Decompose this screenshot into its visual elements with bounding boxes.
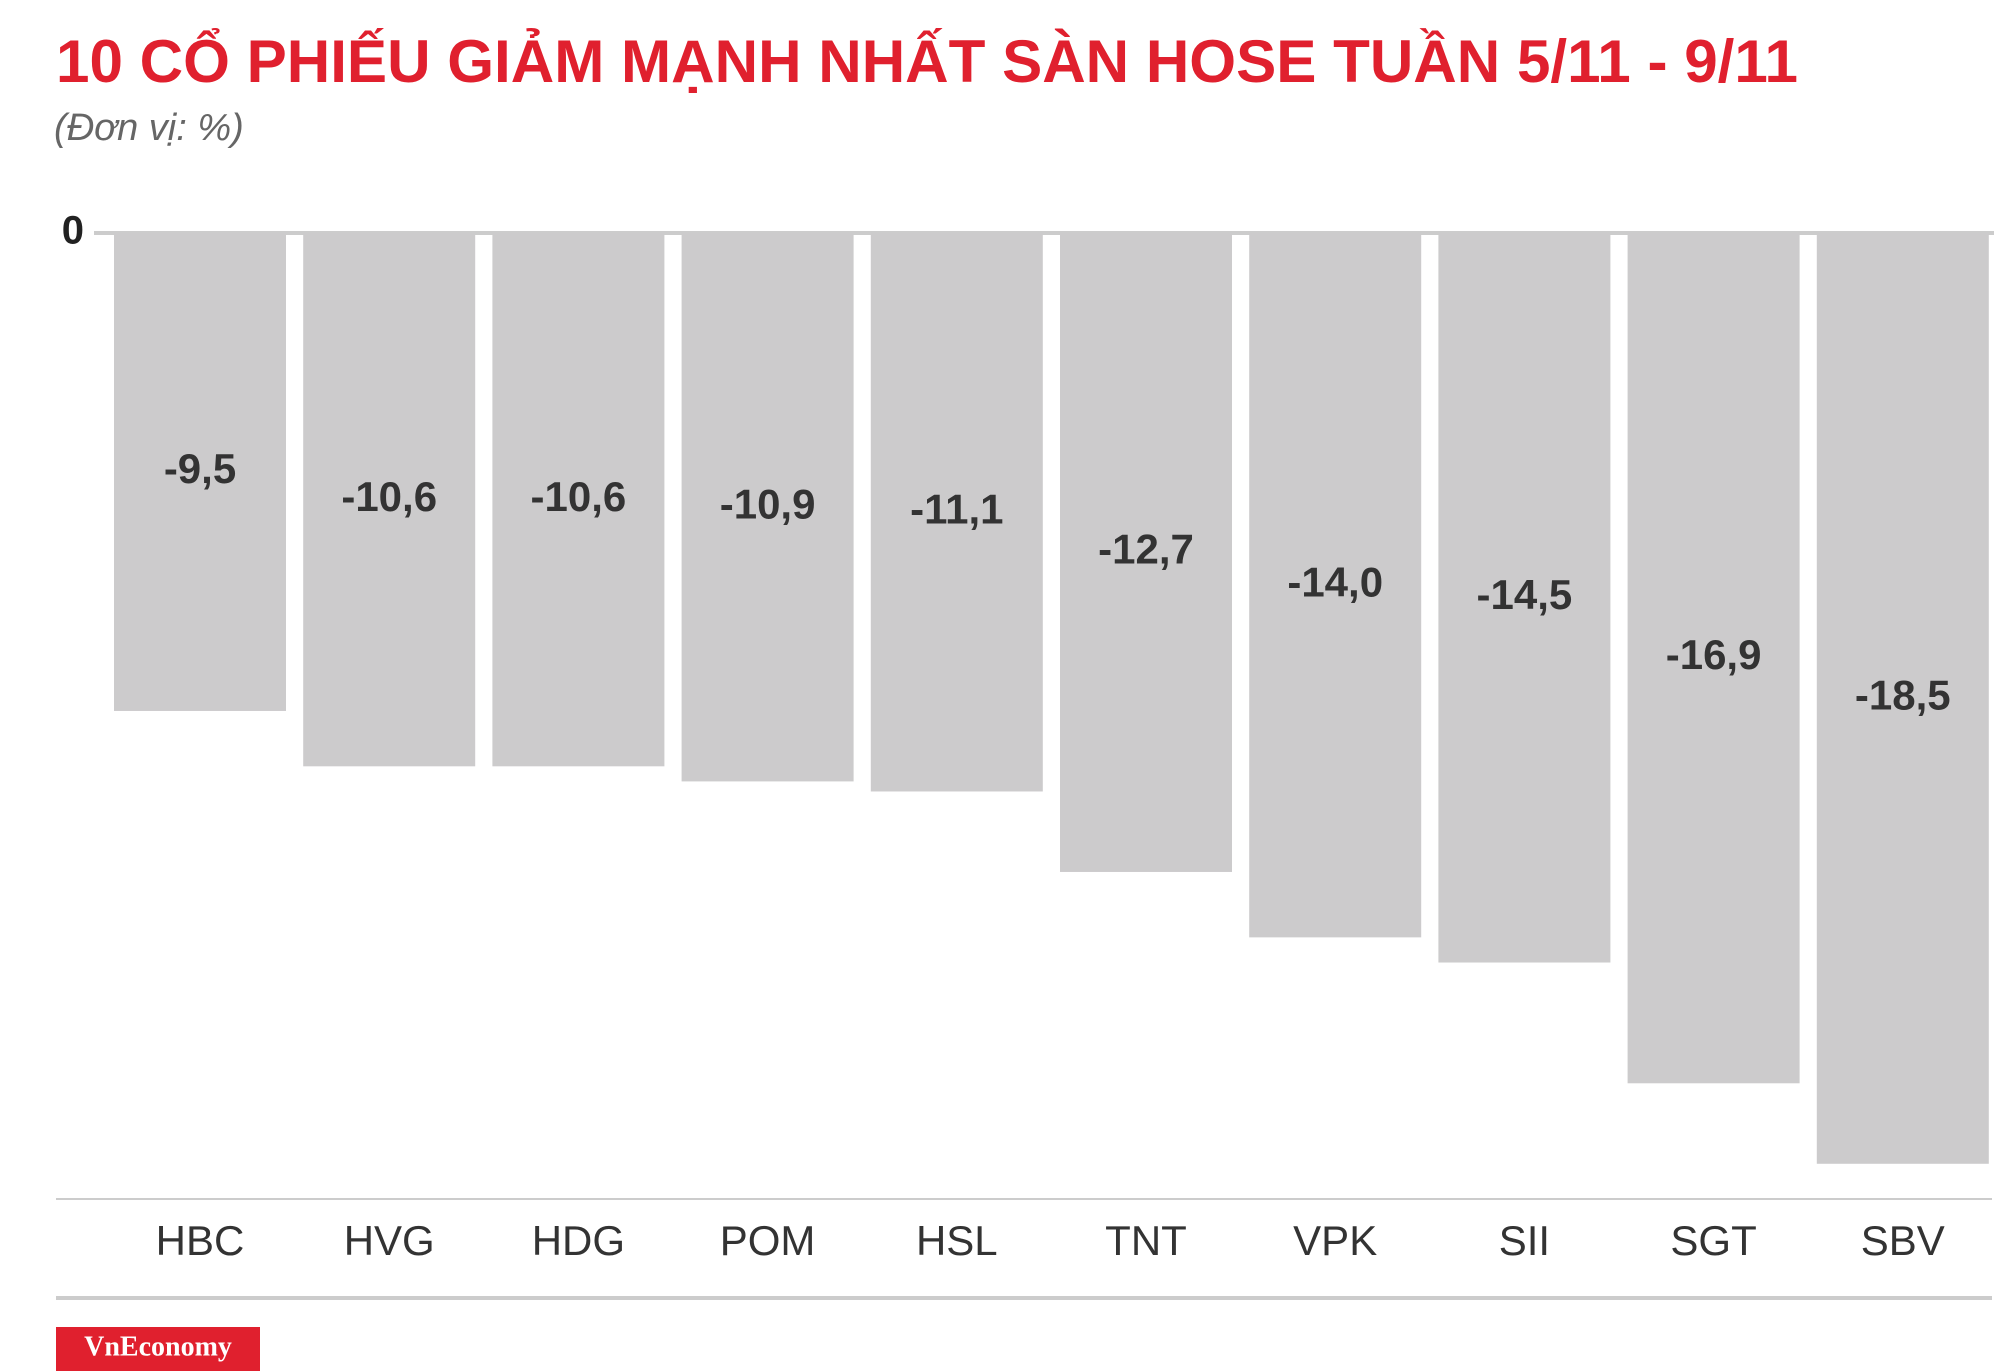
x-tick-label: SBV <box>1861 1217 1945 1264</box>
chart-subtitle: (Đơn vị: %) <box>54 107 244 149</box>
x-tick-label: HDG <box>532 1217 625 1264</box>
value-label: -14,5 <box>1477 571 1573 618</box>
bar <box>303 233 476 767</box>
y-tick-label: 0 <box>62 209 84 253</box>
value-label: -16,9 <box>1666 631 1762 678</box>
logo-box <box>56 1327 260 1371</box>
bar <box>870 233 1043 792</box>
value-label: -14,0 <box>1287 558 1383 605</box>
x-tick-label: POM <box>720 1217 816 1264</box>
x-tick-label: HVG <box>344 1217 435 1264</box>
bar <box>114 233 286 711</box>
bar <box>681 233 854 782</box>
value-label: -10,6 <box>531 473 627 520</box>
value-label: -10,9 <box>720 480 816 527</box>
bar <box>1060 233 1232 872</box>
bar <box>1249 233 1422 938</box>
x-tick-label: HSL <box>916 1217 998 1264</box>
chart-title: 10 CỔ PHIẾU GIẢM MẠNH NHẤT SÀN HOSE TUẦN… <box>56 28 1798 95</box>
bar <box>1816 233 1989 1164</box>
bar <box>1627 233 1800 1084</box>
x-tick-label: SII <box>1499 1217 1550 1264</box>
bar <box>1438 233 1611 963</box>
x-tick-label: HBC <box>156 1217 245 1264</box>
logo: VnEconomy <box>84 1331 232 1362</box>
value-label: -11,1 <box>910 485 1003 532</box>
x-tick-label: TNT <box>1105 1217 1187 1264</box>
x-tick-label: VPK <box>1293 1217 1377 1264</box>
value-label: -9,5 <box>164 445 236 492</box>
bar <box>492 233 665 767</box>
value-label: -18,5 <box>1855 671 1951 718</box>
value-label: -10,6 <box>341 473 437 520</box>
x-tick-label: SGT <box>1670 1217 1756 1264</box>
value-label: -12,7 <box>1098 526 1194 573</box>
